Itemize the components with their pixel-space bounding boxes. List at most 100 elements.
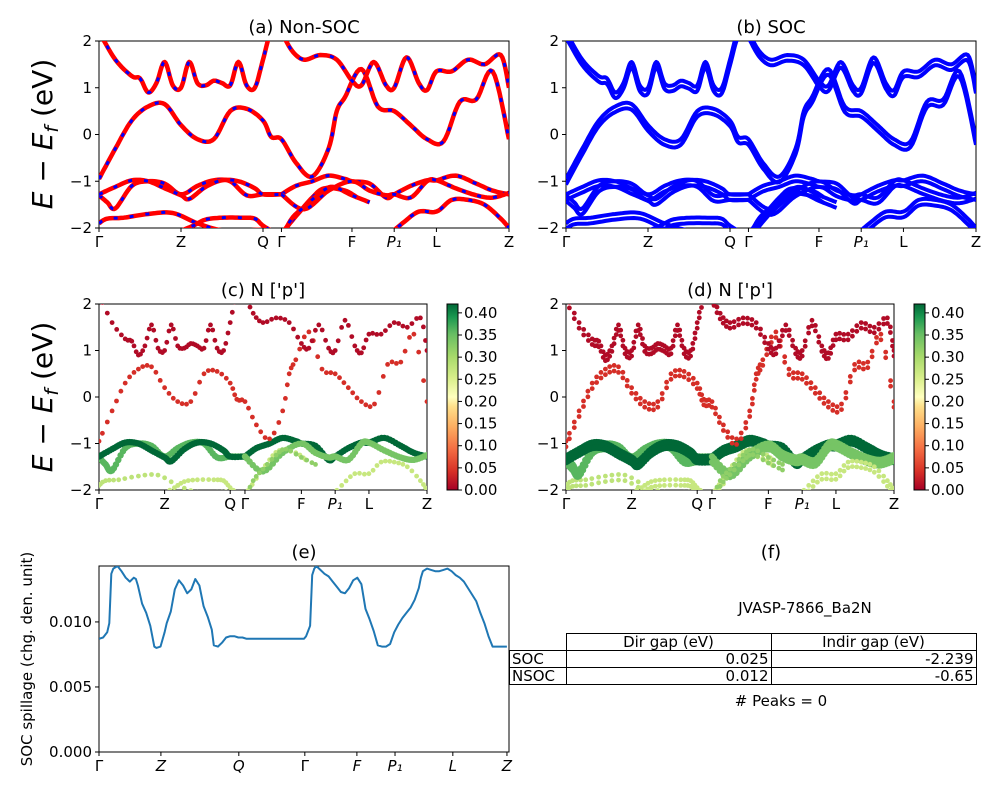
proj-point-band-7 xyxy=(845,459,851,465)
proj-point-band-11 xyxy=(776,343,782,349)
proj-point-band-9 xyxy=(834,404,840,410)
proj-point-band-2 xyxy=(673,482,679,488)
proj-point-band-9 xyxy=(791,375,796,381)
proj-point-band-10 xyxy=(640,336,645,341)
proj-point-band-10 xyxy=(613,332,619,337)
proj-point-band-9 xyxy=(681,369,687,374)
proj-point-band-9 xyxy=(856,365,862,370)
proj-point-band-9 xyxy=(808,380,814,386)
proj-point-band-10 xyxy=(637,332,643,338)
proj-point-band-9 xyxy=(677,373,683,379)
proj-point-band-11 xyxy=(799,353,805,359)
proj-point-band-11 xyxy=(313,327,318,333)
proj-point-band-7 xyxy=(871,464,877,470)
proj-point-band-7 xyxy=(334,487,340,490)
panel-b-ytick-label: −1 xyxy=(537,172,559,190)
panel-c-ytick-label: 1 xyxy=(82,342,92,360)
proj-point-band-1 xyxy=(616,472,621,477)
proj-point-band-1 xyxy=(622,472,628,478)
panel-c-colorbar-tick-label: 0.20 xyxy=(464,392,497,410)
proj-point-band-1 xyxy=(142,472,148,478)
proj-point-band-8 xyxy=(747,447,752,453)
panel-d-xtick-label: Z xyxy=(626,495,636,513)
proj-point-band-10 xyxy=(166,328,172,334)
proj-point-band-11 xyxy=(724,324,729,329)
proj-point-band-1 xyxy=(149,472,154,477)
proj-point-band-10 xyxy=(221,348,227,353)
soc-band-band-4-0 xyxy=(566,177,749,202)
proj-point-band-9 xyxy=(581,398,586,404)
panel-c-points xyxy=(99,304,427,490)
panel-e-xtick-label: Q xyxy=(233,757,245,775)
proj-point-band-11 xyxy=(819,349,825,354)
proj-point-band-7 xyxy=(824,476,829,482)
proj-point-band-10 xyxy=(208,322,213,328)
proj-point-band-10 xyxy=(620,343,626,349)
proj-point-band-8 xyxy=(731,467,737,473)
proj-point-band-9 xyxy=(764,352,770,358)
proj-point-band-10 xyxy=(596,338,602,344)
proj-point-band-9 xyxy=(795,375,801,381)
proj-point-band-11 xyxy=(424,348,427,353)
proj-point-band-7 xyxy=(885,478,890,484)
proj-point-band-7 xyxy=(366,471,372,477)
table-corner-cell xyxy=(509,633,567,651)
proj-point-band-7 xyxy=(362,471,367,477)
proj-point-band-2 xyxy=(195,477,200,483)
proj-point-band-8 xyxy=(264,461,270,467)
proj-point-band-7 xyxy=(837,467,843,473)
panel-b-ytick-label: −2 xyxy=(537,219,559,237)
proj-point-band-7 xyxy=(370,467,376,473)
soc-band-band-8-0 xyxy=(750,184,838,228)
proj-point-band-11 xyxy=(841,337,847,343)
proj-point-band-8 xyxy=(313,462,318,467)
panel-b-xtick-label: F xyxy=(815,233,824,251)
proj-point-band-11 xyxy=(749,322,755,328)
band-dash-band-9 xyxy=(99,67,509,180)
proj-point-band-11 xyxy=(731,324,737,330)
proj-point-band-9 xyxy=(709,404,715,410)
proj-point-band-8 xyxy=(731,461,737,467)
proj-point-band-10 xyxy=(164,339,170,345)
proj-point-band-11 xyxy=(418,315,423,321)
proj-point-band-9 xyxy=(751,382,757,388)
panel-a-ylabel: E − Ef (eV) xyxy=(26,59,63,210)
proj-point-band-11 xyxy=(717,316,723,322)
panel-c-colorbar-tick-label: 0.35 xyxy=(464,326,497,344)
proj-point-band-9 xyxy=(197,379,203,385)
proj-point-band-1 xyxy=(162,475,168,481)
proj-point-band-9 xyxy=(232,392,238,398)
panel-e-line-group xyxy=(99,566,507,649)
proj-point-band-1 xyxy=(629,481,634,486)
proj-point-band-2 xyxy=(662,483,667,488)
proj-point-band-7 xyxy=(414,473,419,479)
panel-e-frame xyxy=(98,565,510,753)
panel-d-ytick-label: 1 xyxy=(549,342,559,360)
panel-d-ytick-label: −2 xyxy=(537,481,559,499)
proj-point-band-8 xyxy=(273,452,279,458)
proj-point-band-9 xyxy=(804,375,809,381)
panel-c-plot: 210−1−2Γ Z Q Γ F P₁ L Z xyxy=(70,295,432,513)
proj-point-band-9 xyxy=(843,395,849,401)
proj-point-band-11 xyxy=(378,331,384,337)
proj-point-band-9 xyxy=(659,391,665,396)
proj-point-band-9 xyxy=(581,404,586,409)
proj-point-band-9 xyxy=(852,362,857,367)
proj-point-band-9 xyxy=(869,348,875,354)
proj-point-band-7 xyxy=(815,474,820,480)
proj-point-band-9 xyxy=(782,354,788,360)
proj-point-band-10 xyxy=(201,345,207,351)
proj-point-band-2 xyxy=(167,487,173,490)
soc-band-band-2-0 xyxy=(649,185,826,228)
proj-point-band-11 xyxy=(850,333,855,339)
proj-point-band-9 xyxy=(566,444,569,450)
proj-point-band-10 xyxy=(581,332,587,338)
proj-point-band-9 xyxy=(672,373,678,379)
proj-point-band-8 xyxy=(288,448,294,454)
proj-point-band-11 xyxy=(339,325,344,330)
proj-point-band-8 xyxy=(740,458,746,464)
panel-a-xtick-label: F xyxy=(348,233,357,251)
proj-point-band-8 xyxy=(280,447,285,453)
proj-point-band-9 xyxy=(888,378,893,383)
proj-point-band-9 xyxy=(664,385,669,391)
